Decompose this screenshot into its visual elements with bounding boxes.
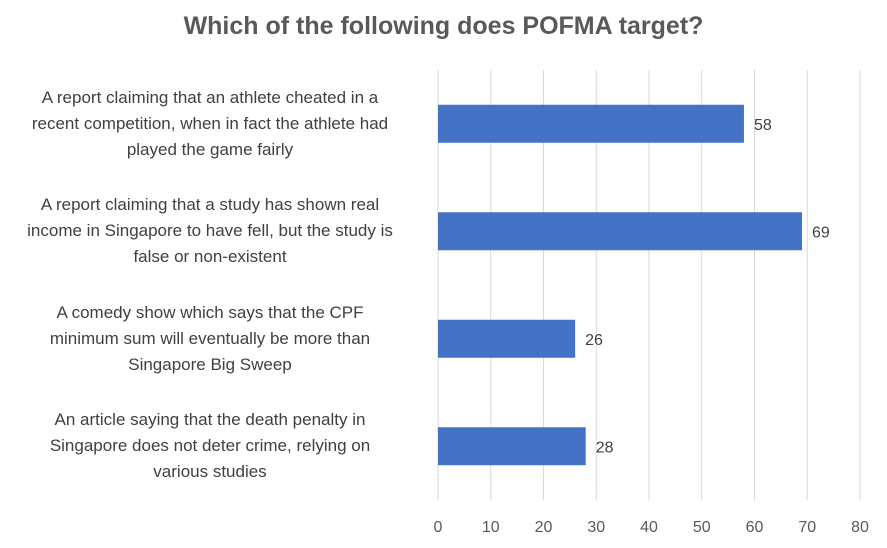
x-tick-label: 0 xyxy=(434,519,443,536)
category-label-line: played the game fairly xyxy=(126,139,294,159)
x-tick-label: 80 xyxy=(851,519,869,536)
data-label: 69 xyxy=(812,224,830,241)
category-label-line: minimum sum will eventually be more than xyxy=(49,328,371,348)
category-label-line: Singapore does not deter crime, relying … xyxy=(49,436,371,456)
x-tick-label: 50 xyxy=(693,519,711,536)
data-label: 26 xyxy=(585,332,603,349)
category-label: A report claiming that a study has shown… xyxy=(0,192,420,270)
bar xyxy=(438,319,576,358)
category-label-line: A report claiming that an athlete cheate… xyxy=(41,87,379,107)
category-label-line: Singapore Big Sweep xyxy=(128,354,292,374)
x-tick-label: 30 xyxy=(587,519,605,536)
category-label-line: income in Singapore to have fell, but th… xyxy=(27,221,393,241)
category-label-line: recent competition, when in fact the ath… xyxy=(31,113,389,133)
category-label: A report claiming that an athlete cheate… xyxy=(0,85,420,163)
category-label-line: false or non-existent xyxy=(133,247,287,267)
category-label-line: An article saying that the death penalty… xyxy=(54,410,366,430)
category-label: A comedy show which says that the CPF min… xyxy=(0,300,420,378)
x-tick-label: 10 xyxy=(482,519,500,536)
data-label: 58 xyxy=(754,117,772,134)
bar xyxy=(438,427,586,466)
category-label-line: A comedy show which says that the CPF xyxy=(56,302,364,322)
category-label: An article saying that the death penalty… xyxy=(0,407,420,485)
x-tick-label: 40 xyxy=(640,519,658,536)
chart-title: Which of the following does POFMA target… xyxy=(183,12,704,40)
x-tick-label: 70 xyxy=(798,519,816,536)
category-label-line: A report claiming that a study has shown… xyxy=(40,195,380,215)
data-label: 28 xyxy=(596,439,614,456)
bar xyxy=(438,104,744,143)
category-label-line: various studies xyxy=(153,462,267,482)
x-tick-label: 60 xyxy=(746,519,764,536)
bar xyxy=(438,212,802,251)
x-tick-label: 20 xyxy=(535,519,553,536)
